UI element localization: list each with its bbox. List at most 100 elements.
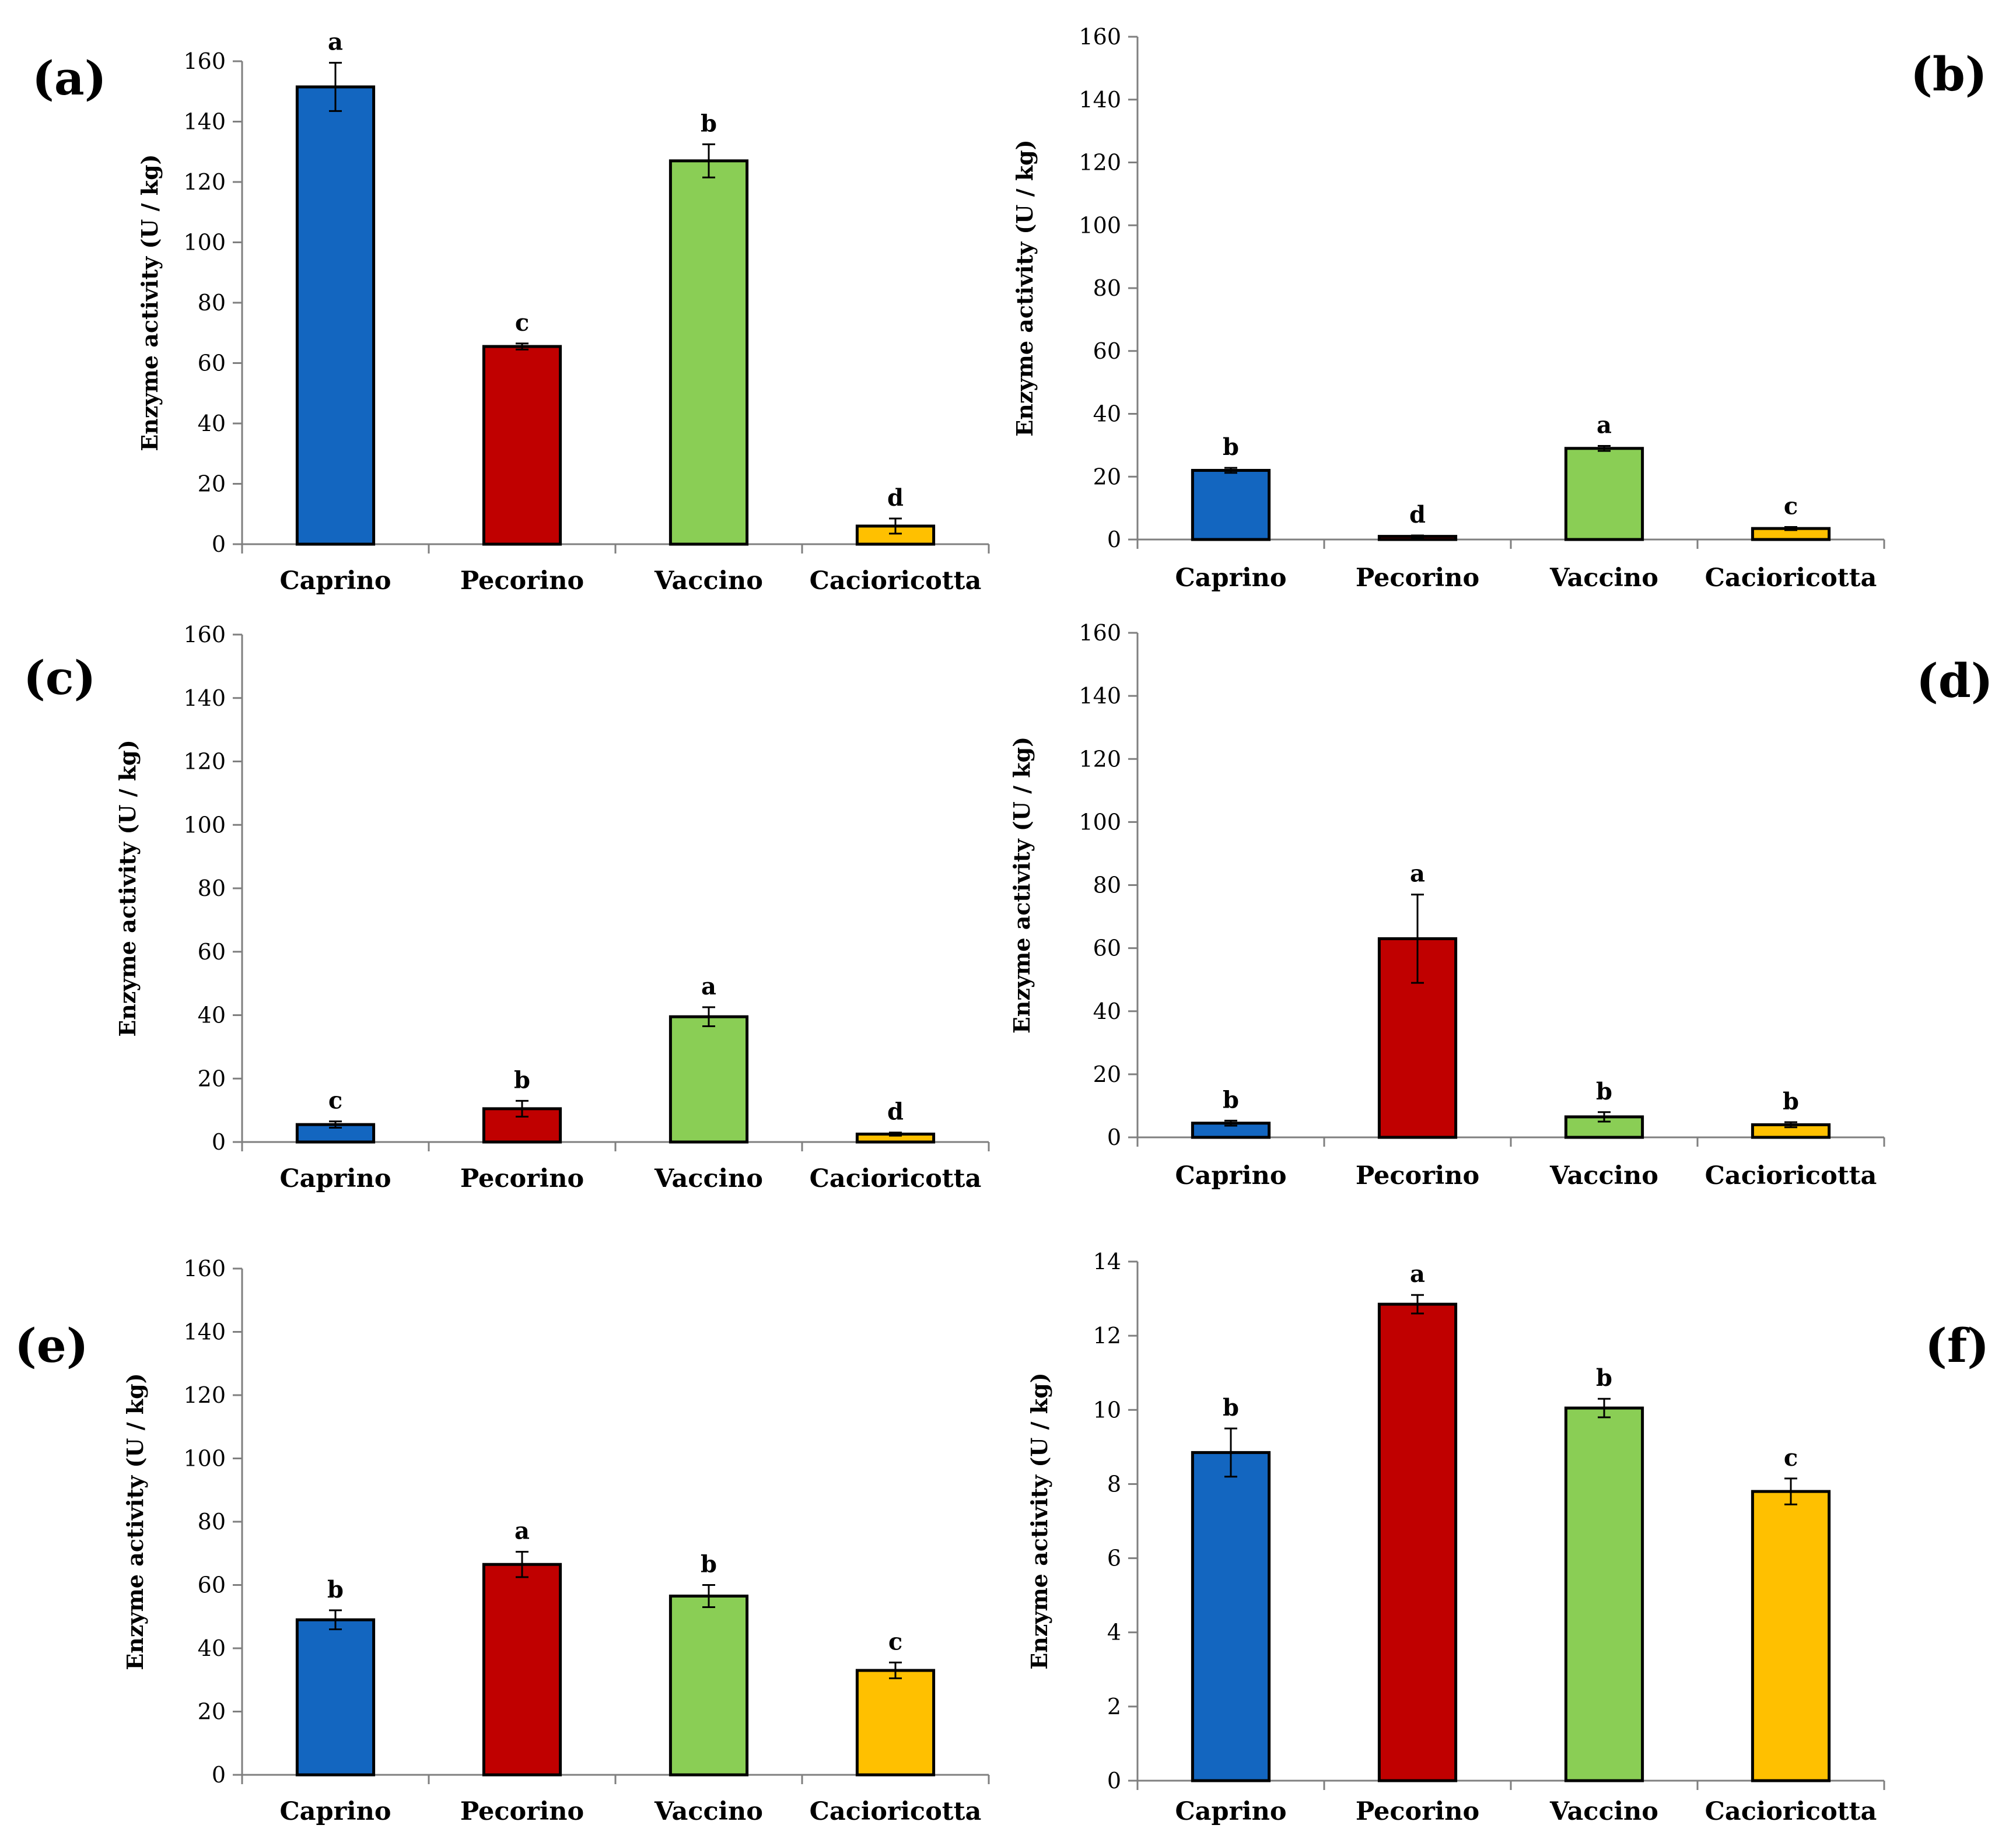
y-tick-label: 80	[198, 875, 226, 901]
y-tick-label: 40	[198, 1003, 226, 1028]
significance-letter: b	[1223, 1394, 1239, 1421]
bar-cacioricotta	[1751, 1490, 1831, 1782]
y-tick-label: 10	[1093, 1397, 1121, 1423]
y-tick-label: 12	[1093, 1323, 1121, 1348]
y-tick-label: 140	[183, 109, 226, 135]
bar-pecorino	[482, 1563, 562, 1777]
significance-letter: c	[515, 309, 529, 337]
chart-panel-f: 0 2 4 6 8 10 12 14 b Caprino a Pecorino b Vaccino c Cac…	[1026, 1249, 1885, 1826]
significance-letter: b	[1223, 1086, 1239, 1113]
x-tick-label: Vaccino	[1549, 1797, 1658, 1826]
y-tick-label: 40	[1093, 401, 1121, 427]
y-axis-label: Enzyme activity (U / kg)	[122, 1373, 148, 1670]
y-tick-label: 120	[1079, 150, 1121, 176]
x-tick-label: Pecorino	[460, 1797, 584, 1826]
x-tick-label: Pecorino	[1356, 1797, 1479, 1826]
bar-vaccino	[668, 159, 749, 546]
y-tick-label: 120	[183, 749, 226, 775]
x-tick-label: Vaccino	[654, 566, 763, 596]
x-tick-label: Pecorino	[1356, 1161, 1479, 1190]
significance-letter: c	[328, 1087, 342, 1115]
y-tick-label: 120	[183, 1382, 226, 1408]
y-tick-label: 160	[183, 48, 226, 74]
bar-caprino	[1191, 468, 1271, 541]
bar-pecorino	[482, 345, 562, 546]
x-tick-label: Caprino	[279, 1164, 391, 1193]
y-tick-label: 40	[1093, 999, 1121, 1024]
y-tick-label: 0	[212, 1129, 226, 1155]
y-tick-label: 160	[1079, 620, 1121, 646]
y-tick-label: 80	[1093, 873, 1121, 898]
x-tick-label: Vaccino	[1549, 563, 1658, 593]
panel-label-f: (f)	[1925, 1318, 1989, 1373]
panel-label-e: (e)	[15, 1318, 89, 1373]
significance-letter: d	[887, 1098, 904, 1126]
y-tick-label: 100	[183, 812, 226, 838]
y-tick-label: 80	[1093, 275, 1121, 301]
significance-letter: b	[514, 1066, 530, 1094]
y-tick-label: 2	[1107, 1694, 1121, 1719]
x-tick-label: Cacioricotta	[810, 1797, 982, 1826]
x-tick-label: Pecorino	[460, 566, 584, 596]
x-tick-label: Cacioricotta	[810, 1164, 982, 1193]
x-tick-label: Cacioricotta	[1705, 1161, 1877, 1190]
significance-letter: b	[701, 1551, 717, 1578]
significance-letter: b	[1783, 1088, 1799, 1115]
chart-panel-a: 0 20 40 60 80 100 120 140 160 a Caprino c Pecorino b V…	[136, 29, 990, 596]
y-tick-label: 20	[198, 471, 226, 497]
y-axis-label: Enzyme activity (U / kg)	[114, 740, 141, 1036]
y-tick-label: 160	[1079, 24, 1121, 50]
y-tick-label: 80	[198, 1509, 226, 1535]
x-tick-label: Caprino	[1175, 563, 1286, 593]
significance-letter: a	[328, 29, 343, 56]
significance-letter: a	[514, 1518, 530, 1545]
y-tick-label: 120	[1079, 746, 1121, 772]
y-tick-label: 140	[1079, 87, 1121, 113]
y-tick-label: 100	[183, 1446, 226, 1472]
x-tick-label: Cacioricotta	[1705, 563, 1877, 593]
x-tick-label: Vaccino	[654, 1797, 763, 1826]
bar-vaccino	[668, 1594, 749, 1777]
x-tick-label: Cacioricotta	[1705, 1797, 1877, 1826]
y-tick-label: 60	[198, 1572, 226, 1598]
y-tick-label: 8	[1107, 1471, 1121, 1497]
x-tick-label: Pecorino	[460, 1164, 584, 1193]
y-tick-label: 100	[1079, 212, 1121, 238]
y-tick-label: 60	[1093, 936, 1121, 961]
bar-vaccino	[1564, 447, 1644, 541]
y-tick-label: 6	[1107, 1546, 1121, 1571]
significance-letter: b	[701, 110, 717, 137]
y-tick-label: 20	[1093, 1062, 1121, 1087]
y-tick-label: 14	[1093, 1249, 1121, 1274]
x-tick-label: Vaccino	[654, 1164, 763, 1193]
y-tick-label: 20	[198, 1699, 226, 1725]
significance-letter: d	[1409, 501, 1426, 528]
significance-letter: d	[887, 484, 904, 512]
y-tick-label: 60	[198, 351, 226, 376]
x-tick-label: Caprino	[1175, 1161, 1286, 1190]
significance-letter: c	[888, 1628, 902, 1655]
y-tick-label: 80	[198, 290, 226, 316]
y-tick-label: 0	[212, 1762, 226, 1788]
y-axis-label: Enzyme activity (U / kg)	[136, 154, 163, 451]
bar-caprino	[295, 85, 376, 546]
significance-letter: c	[1784, 1444, 1798, 1472]
significance-letter: c	[1784, 492, 1798, 520]
y-tick-label: 0	[1107, 527, 1121, 552]
bar-caprino	[295, 1618, 376, 1777]
chart-panel-b: 0 20 40 60 80 100 120 140 160 b Caprino d Pecorino a V…	[1012, 24, 1885, 593]
y-axis-label: Enzyme activity (U / kg)	[1026, 1372, 1052, 1669]
y-tick-label: 40	[198, 1635, 226, 1661]
y-tick-label: 0	[212, 531, 226, 557]
significance-letter: b	[1596, 1364, 1612, 1392]
x-tick-label: Pecorino	[1356, 563, 1479, 593]
significance-letter: a	[701, 973, 716, 1000]
significance-letter: a	[1410, 1260, 1425, 1288]
y-tick-label: 140	[183, 685, 226, 711]
x-tick-label: Caprino	[279, 1797, 391, 1826]
y-tick-label: 60	[198, 939, 226, 965]
y-axis-label: Enzyme activity (U / kg)	[1009, 737, 1035, 1034]
significance-letter: b	[327, 1576, 344, 1603]
y-tick-label: 0	[1107, 1768, 1121, 1794]
bar-vaccino	[1564, 1406, 1644, 1782]
